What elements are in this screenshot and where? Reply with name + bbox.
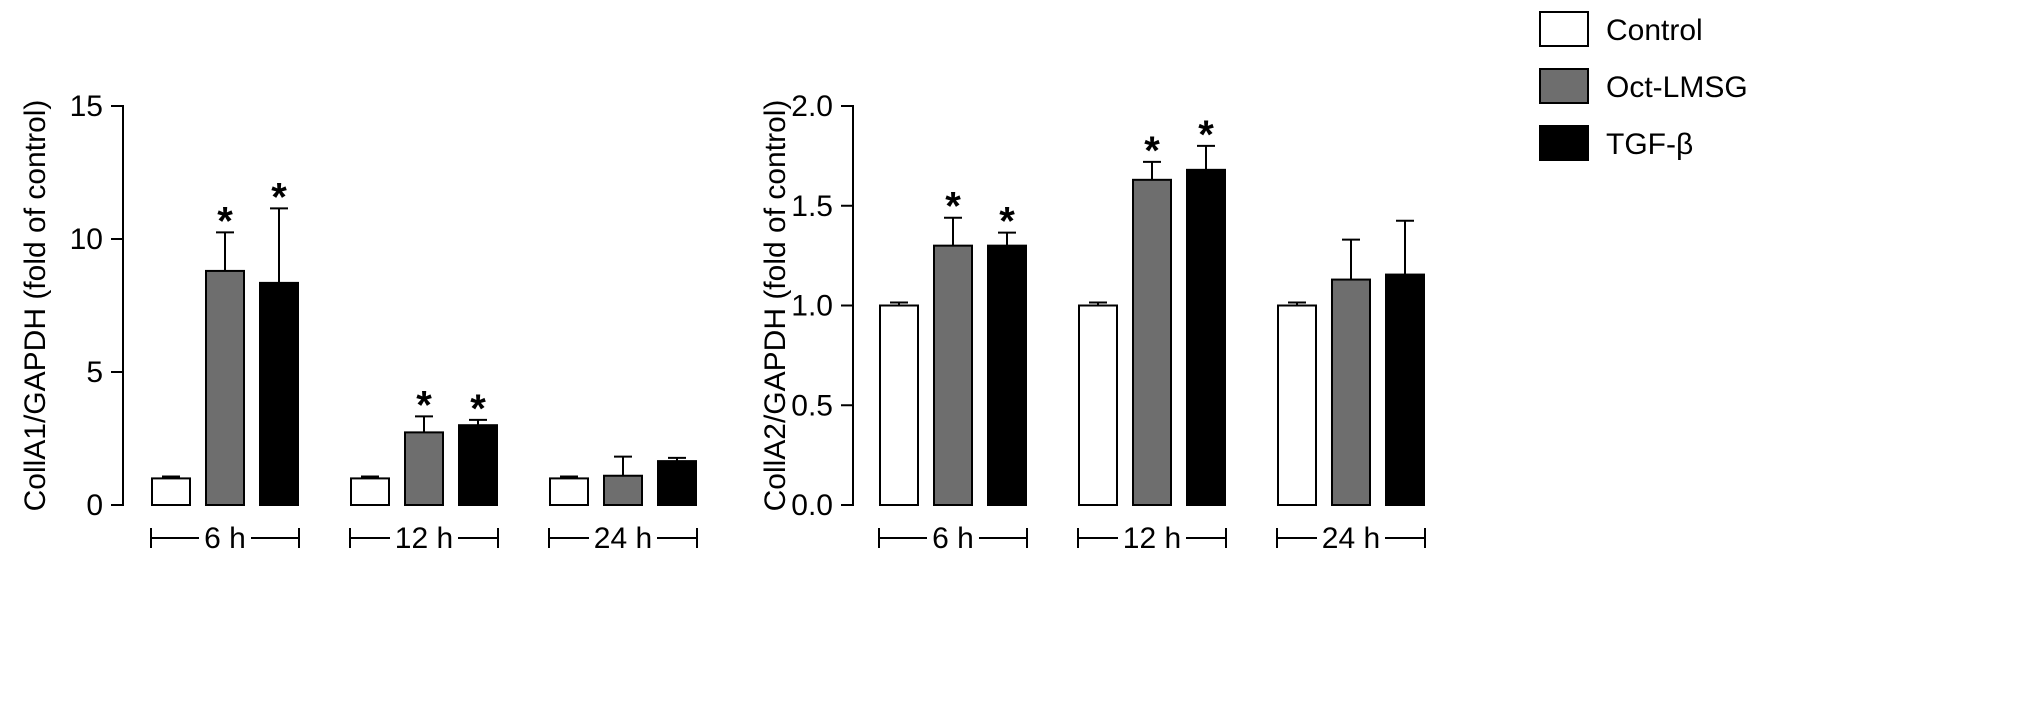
bar-control-6-h — [151, 477, 191, 506]
significance-star-tgf-6-h: * — [999, 200, 1015, 244]
y-axis-label: CollA1/GAPDH (fold of control) — [19, 100, 52, 512]
bar-control-24-h — [549, 477, 589, 506]
bar-oct-lmsg-6-h — [933, 244, 973, 506]
bar-control-6-h — [879, 304, 919, 506]
legend-label-tgf-beta: TGF-β — [1606, 128, 1693, 161]
significance-star-tgf-12-h: * — [1198, 113, 1214, 157]
significance-star-oct-lmsg-6-h: * — [945, 185, 961, 229]
legend-swatch-oct-lmsg — [1539, 68, 1589, 104]
category-label-12-h: 12 h — [1123, 522, 1181, 555]
y-tick-label: 1.5 — [791, 190, 833, 223]
bar-oct-lmsg-12-h — [404, 431, 444, 506]
category-label-6-h: 6 h — [204, 522, 246, 555]
bar-oct-lmsg-24-h — [603, 474, 643, 506]
category-label-12-h: 12 h — [395, 522, 453, 555]
category-label-6-h: 6 h — [932, 522, 974, 555]
significance-star-oct-lmsg-6-h: * — [217, 199, 233, 243]
bar-control-12-h — [350, 477, 390, 506]
legend: Control Oct-LMSG TGF-β — [1539, 11, 1748, 161]
legend-label-control: Control — [1606, 14, 1703, 47]
y-tick-label: 10 — [70, 223, 103, 256]
bar-oct-lmsg-24-h — [1331, 278, 1371, 506]
category-label-24-h: 24 h — [1322, 522, 1380, 555]
y-tick-label: 2.0 — [791, 90, 833, 123]
y-tick-label: 15 — [70, 90, 103, 123]
bar-control-24-h — [1277, 304, 1317, 506]
y-tick-label: 1.0 — [791, 290, 833, 323]
bar-tgf-24-h — [1385, 273, 1425, 507]
significance-star-oct-lmsg-12-h: * — [1144, 129, 1160, 173]
significance-star-tgf-12-h: * — [470, 387, 486, 431]
significance-star-tgf-6-h: * — [271, 175, 287, 219]
chart-panel-colla1: 0 5 10 15 CollA1/GAPDH (fold of control) * * 6 … — [19, 90, 698, 555]
bar-oct-lmsg-6-h — [205, 269, 245, 507]
bar-tgf-12-h — [1186, 168, 1226, 506]
bar-tgf-12-h — [458, 424, 498, 507]
y-tick-label: 0.0 — [791, 489, 833, 522]
significance-star-oct-lmsg-12-h: * — [416, 383, 432, 427]
legend-swatch-control — [1539, 11, 1589, 47]
bar-tgf-6-h — [987, 244, 1027, 506]
legend-label-oct-lmsg: Oct-LMSG — [1606, 71, 1748, 104]
y-axis-label: CollA2/GAPDH (fold of control) — [759, 100, 792, 512]
bar-oct-lmsg-12-h — [1132, 178, 1172, 506]
bar-tgf-6-h — [259, 281, 299, 507]
legend-swatch-tgf-beta — [1539, 125, 1589, 161]
y-tick-label: 0 — [86, 489, 103, 522]
bar-control-12-h — [1078, 304, 1118, 506]
bar-tgf-24-h — [657, 460, 697, 506]
y-tick-label: 0.5 — [791, 389, 833, 422]
category-label-24-h: 24 h — [594, 522, 652, 555]
y-tick-label: 5 — [86, 356, 103, 389]
